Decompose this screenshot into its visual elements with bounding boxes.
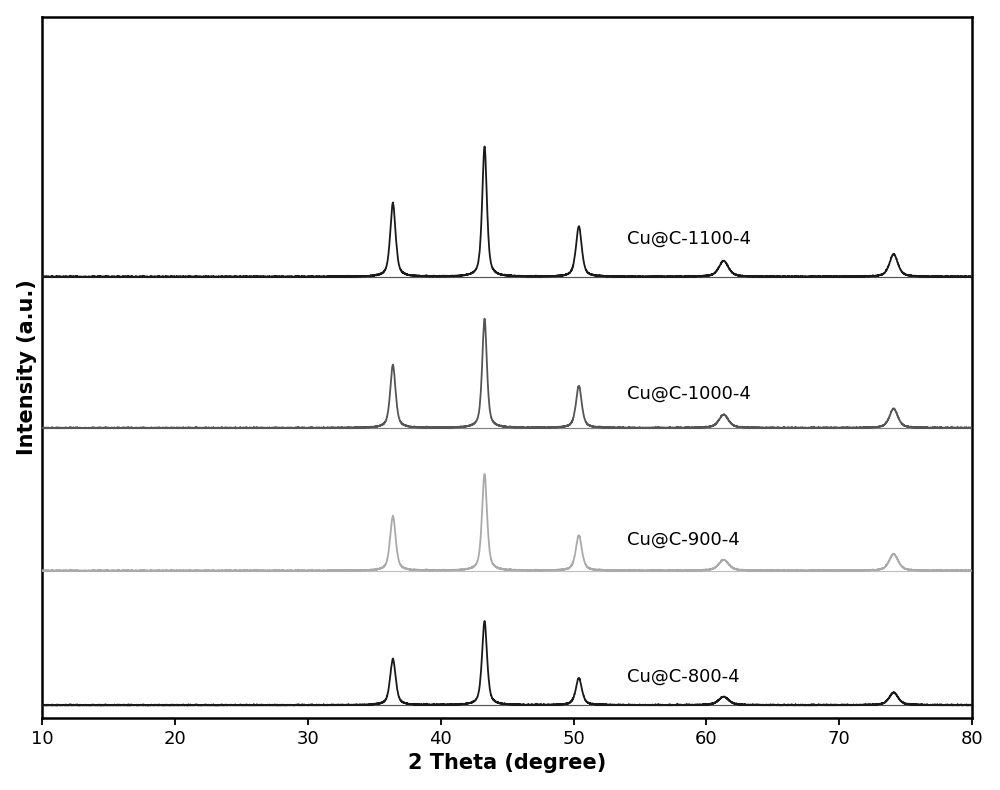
Y-axis label: Intensity (a.u.): Intensity (a.u.) (17, 280, 37, 455)
Text: Cu@C-800-4: Cu@C-800-4 (627, 668, 739, 686)
Text: Cu@C-900-4: Cu@C-900-4 (627, 531, 739, 549)
X-axis label: 2 Theta (degree): 2 Theta (degree) (408, 754, 606, 773)
Text: Cu@C-1100-4: Cu@C-1100-4 (627, 229, 751, 247)
Text: Cu@C-1000-4: Cu@C-1000-4 (627, 385, 751, 403)
